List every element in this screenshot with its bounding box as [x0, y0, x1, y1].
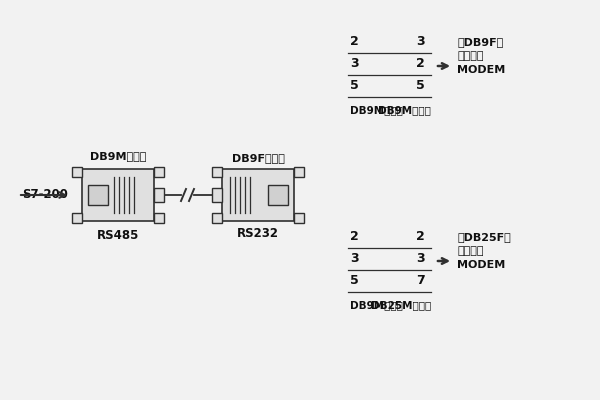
Text: 打印机或: 打印机或 — [457, 51, 484, 61]
Bar — [72, 167, 82, 177]
Text: 2: 2 — [416, 57, 425, 70]
Bar — [154, 213, 164, 223]
Text: 3: 3 — [350, 252, 359, 265]
Text: 接DB9F的: 接DB9F的 — [457, 37, 503, 47]
Bar — [294, 213, 304, 223]
Text: 2: 2 — [350, 230, 359, 243]
Bar — [82, 169, 154, 221]
Text: MODEM: MODEM — [457, 65, 505, 75]
Text: 7: 7 — [416, 274, 425, 287]
Text: 5: 5 — [416, 79, 425, 92]
Text: 2: 2 — [350, 35, 359, 48]
Bar — [294, 167, 304, 177]
Text: 接DB25F的: 接DB25F的 — [457, 232, 511, 242]
Text: DB9M（针）: DB9M（针） — [350, 300, 403, 310]
Text: 5: 5 — [350, 274, 359, 287]
Bar — [268, 185, 288, 205]
Bar — [212, 213, 222, 223]
Text: MODEM: MODEM — [457, 260, 505, 270]
Text: DB9F（孔）: DB9F（孔） — [232, 153, 284, 163]
Text: RS232: RS232 — [237, 227, 279, 240]
Bar — [88, 185, 108, 205]
Text: DB9M（针）: DB9M（针） — [350, 105, 403, 115]
Bar — [154, 167, 164, 177]
Text: DB9M（针）: DB9M（针） — [378, 105, 431, 115]
Text: 3: 3 — [416, 252, 425, 265]
Text: 3: 3 — [416, 35, 425, 48]
Text: DB9M（针）: DB9M（针） — [90, 151, 146, 161]
Text: 2: 2 — [416, 230, 425, 243]
Text: S7-200: S7-200 — [22, 188, 68, 202]
Text: DB25M（针）: DB25M（针） — [371, 300, 431, 310]
Text: 3: 3 — [350, 57, 359, 70]
Text: 打印机或: 打印机或 — [457, 246, 484, 256]
Text: RS485: RS485 — [97, 229, 139, 242]
Bar — [212, 167, 222, 177]
Bar — [154, 188, 164, 202]
Text: 5: 5 — [350, 79, 359, 92]
Bar — [72, 213, 82, 223]
Bar — [212, 188, 222, 202]
Bar — [222, 169, 294, 221]
